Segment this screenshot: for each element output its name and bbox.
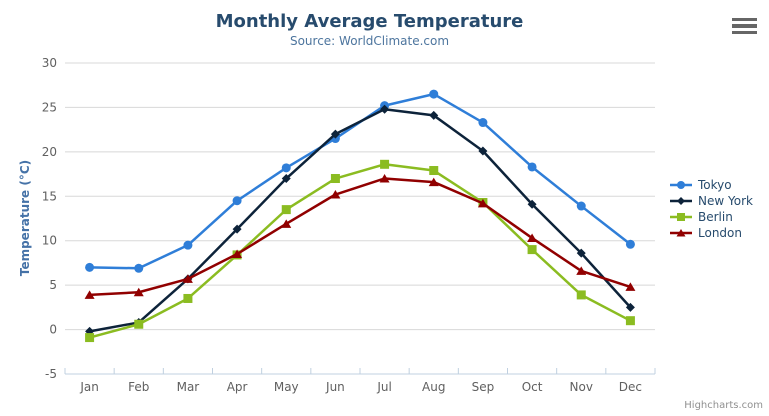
- svg-text:May: May: [274, 380, 299, 394]
- svg-text:Oct: Oct: [522, 380, 543, 394]
- legend: Tokyo New York Berlin London: [669, 177, 753, 241]
- svg-text:Jul: Jul: [376, 380, 391, 394]
- svg-text:Nov: Nov: [570, 380, 593, 394]
- legend-item-new-york[interactable]: New York: [669, 193, 753, 209]
- svg-text:Aug: Aug: [422, 380, 445, 394]
- hamburger-icon: [732, 24, 757, 28]
- svg-text:30: 30: [42, 56, 57, 70]
- svg-text:-5: -5: [45, 367, 57, 381]
- svg-text:20: 20: [42, 145, 57, 159]
- legend-label: London: [698, 226, 742, 240]
- svg-text:Mar: Mar: [177, 380, 200, 394]
- chart-subtitle: Source: WorldClimate.com: [289, 34, 450, 48]
- svg-text:Jan: Jan: [79, 380, 99, 394]
- credits-link[interactable]: Highcharts.com: [684, 400, 763, 411]
- new-york-series-marker-icon: [670, 197, 692, 205]
- svg-text:5: 5: [49, 278, 57, 292]
- legend-label: Tokyo: [698, 178, 732, 192]
- legend-label: New York: [698, 194, 753, 208]
- export-menu-button[interactable]: [732, 15, 758, 37]
- berlin-series-marker-icon: [670, 213, 692, 221]
- hamburger-icon: [732, 17, 757, 22]
- svg-text:10: 10: [42, 234, 57, 248]
- legend-item-tokyo[interactable]: Tokyo: [669, 177, 753, 193]
- legend-label: Berlin: [698, 210, 733, 224]
- chart-title: Monthly Average Temperature: [215, 11, 524, 32]
- london-series-marker-icon: [670, 229, 692, 237]
- tokyo-series-marker-icon: [670, 181, 692, 189]
- svg-text:Sep: Sep: [472, 380, 495, 394]
- svg-text:15: 15: [42, 189, 57, 203]
- legend-item-berlin[interactable]: Berlin: [669, 209, 753, 225]
- legend-item-london[interactable]: London: [669, 225, 753, 241]
- svg-text:Feb: Feb: [128, 380, 149, 394]
- svg-text:Jun: Jun: [325, 380, 345, 394]
- svg-text:25: 25: [42, 100, 57, 114]
- hamburger-icon: [732, 30, 757, 35]
- svg-text:0: 0: [49, 323, 57, 337]
- svg-text:Dec: Dec: [619, 380, 642, 394]
- svg-text:Apr: Apr: [227, 380, 248, 394]
